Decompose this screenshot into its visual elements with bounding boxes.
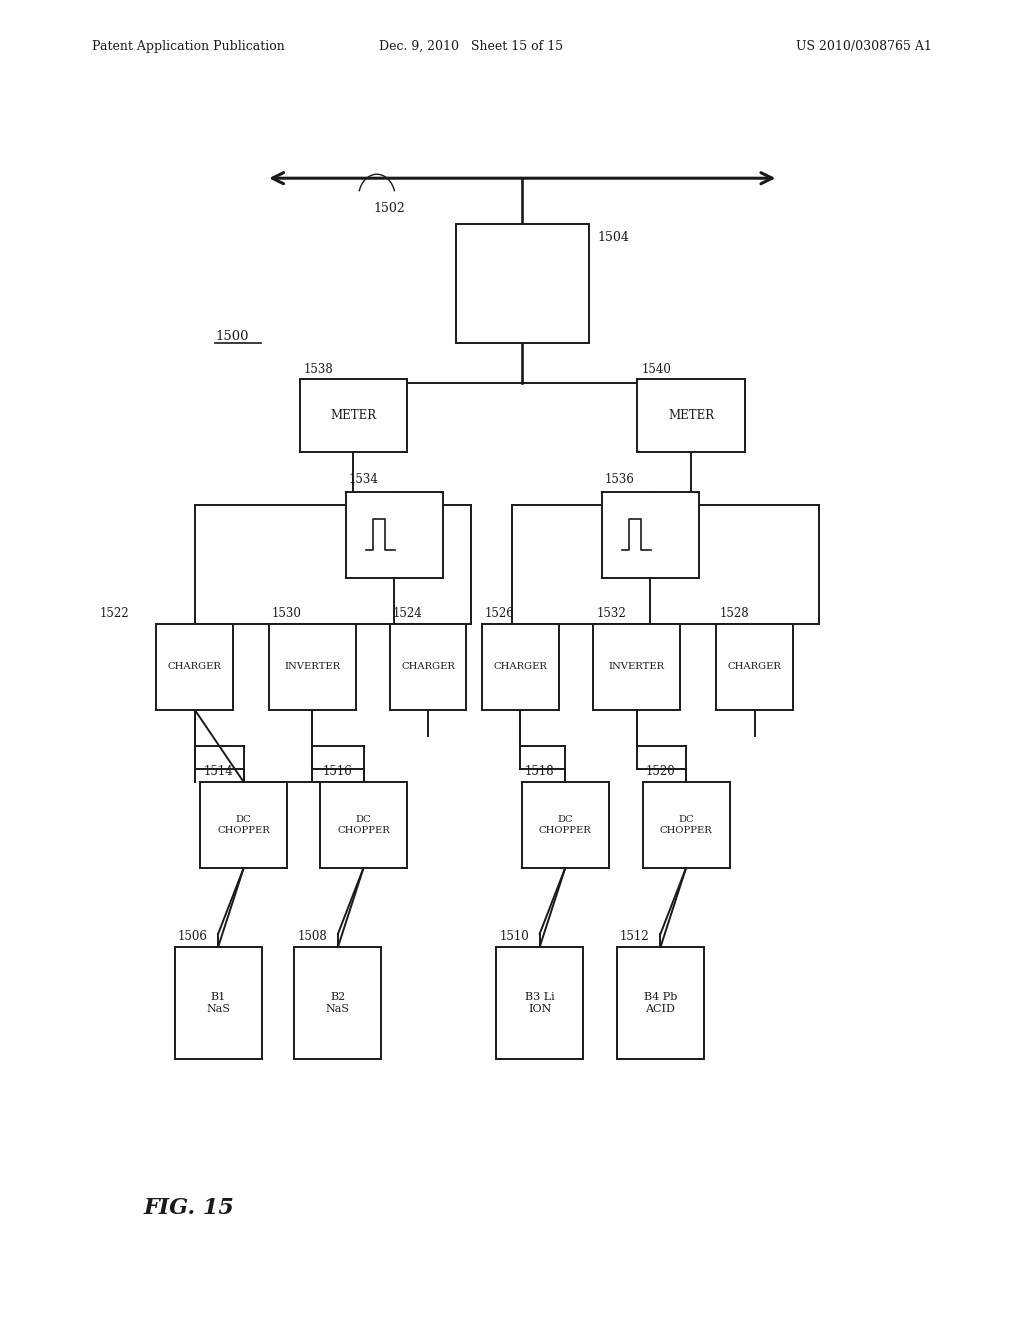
Bar [156,623,232,710]
Text: CHARGER: CHARGER [168,663,221,671]
Bar [268,623,356,710]
Text: 1504: 1504 [597,231,629,244]
Text: B2
NaS: B2 NaS [326,993,350,1014]
Bar [594,623,680,710]
Text: 1518: 1518 [525,766,554,777]
Text: 1516: 1516 [324,766,353,777]
Text: FIG. 15: FIG. 15 [143,1197,234,1218]
Bar [637,379,745,451]
Text: 1502: 1502 [374,202,406,215]
Text: US 2010/0308765 A1: US 2010/0308765 A1 [796,40,932,53]
Text: 1522: 1522 [100,607,129,620]
Bar [346,492,442,578]
Text: 1534: 1534 [348,474,379,487]
Text: B4 Pb
ACID: B4 Pb ACID [644,993,677,1014]
Text: INVERTER: INVERTER [285,663,340,671]
Text: B3 Li
ION: B3 Li ION [524,993,555,1014]
Text: 1514: 1514 [203,766,233,777]
Text: CHARGER: CHARGER [494,663,547,671]
Text: CHARGER: CHARGER [728,663,781,671]
Text: 1506: 1506 [178,931,208,942]
Text: DC
CHOPPER: DC CHOPPER [659,816,713,834]
Text: 1512: 1512 [621,931,649,942]
Bar [482,623,559,710]
Bar [319,781,408,869]
Text: METER: METER [668,409,715,422]
Text: DC
CHOPPER: DC CHOPPER [217,816,270,834]
Text: 1524: 1524 [393,607,423,620]
Text: METER: METER [330,409,377,422]
Text: Patent Application Publication: Patent Application Publication [92,40,285,53]
Text: 1538: 1538 [303,363,334,375]
Text: 1526: 1526 [485,607,515,620]
Text: 1508: 1508 [298,931,328,942]
Text: DC
CHOPPER: DC CHOPPER [539,816,592,834]
Text: 1528: 1528 [719,607,749,620]
Text: CHARGER: CHARGER [401,663,455,671]
Bar [522,781,608,869]
Text: 1536: 1536 [604,474,635,487]
Bar [299,379,407,451]
Bar [616,948,705,1059]
Bar [643,781,729,869]
Bar [602,492,698,578]
Bar [295,948,382,1059]
Text: 1500: 1500 [215,330,249,343]
Text: DC
CHOPPER: DC CHOPPER [337,816,390,834]
Text: 1530: 1530 [272,607,302,620]
Bar [456,224,589,343]
Text: 1510: 1510 [500,931,529,942]
Bar [200,781,287,869]
Text: 1540: 1540 [641,363,672,375]
Bar [717,623,793,710]
Bar [497,948,584,1059]
Bar [389,623,467,710]
Text: 1532: 1532 [596,607,627,620]
Text: INVERTER: INVERTER [609,663,665,671]
Bar [174,948,262,1059]
Text: Dec. 9, 2010   Sheet 15 of 15: Dec. 9, 2010 Sheet 15 of 15 [379,40,563,53]
Text: 1520: 1520 [646,766,676,777]
Text: B1
NaS: B1 NaS [206,993,230,1014]
